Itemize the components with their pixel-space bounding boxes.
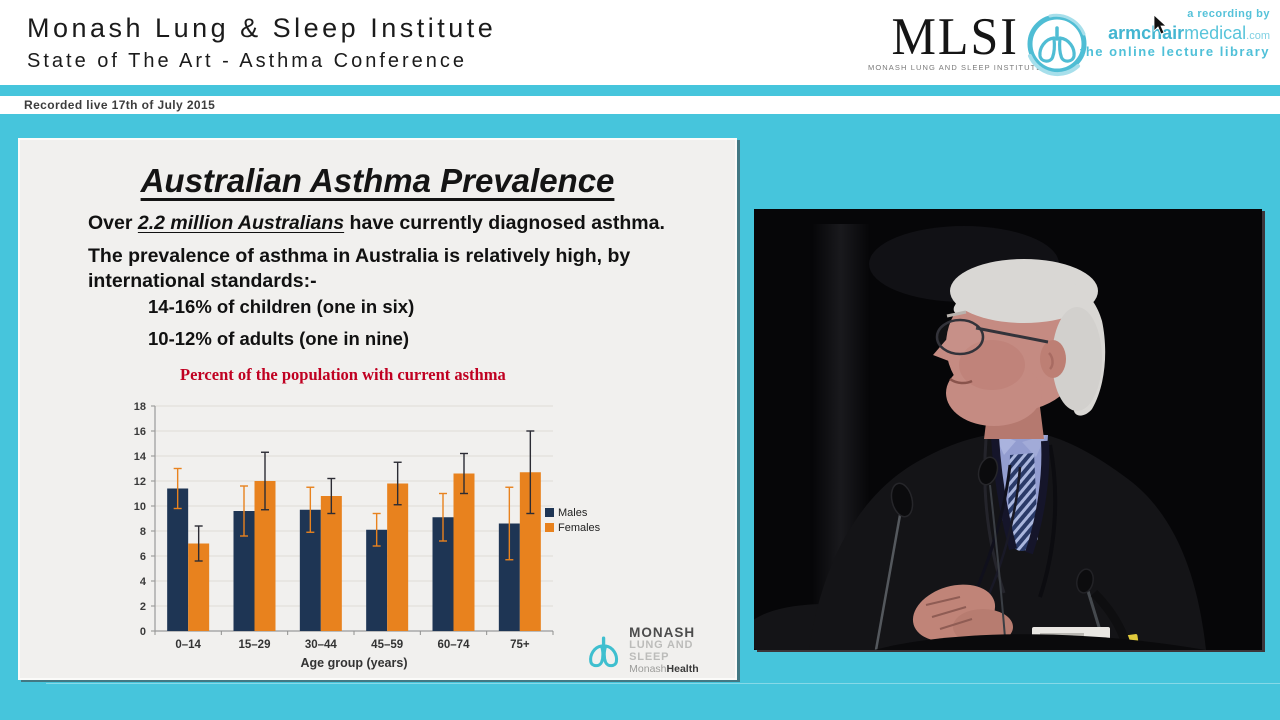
svg-text:2: 2 [140, 601, 146, 613]
mlsi-logo: MLSI MONASH LUNG AND SLEEP INSTITUTE [868, 6, 1043, 72]
presenter-video [754, 209, 1262, 650]
svg-text:0–14: 0–14 [175, 639, 201, 651]
svg-text:10: 10 [134, 501, 146, 513]
svg-text:30–44: 30–44 [305, 639, 338, 651]
svg-text:0: 0 [140, 626, 146, 638]
slide-title: Australian Asthma Prevalence [140, 162, 615, 199]
page-subtitle: State of The Art - Asthma Conference [27, 50, 468, 72]
footer-highlight-line [46, 683, 1280, 684]
lungs-logo-icon [1020, 8, 1094, 87]
svg-text:60–74: 60–74 [438, 639, 471, 651]
svg-text:16: 16 [134, 426, 146, 438]
svg-text:Females: Females [558, 522, 601, 534]
svg-text:15–29: 15–29 [239, 639, 271, 651]
microphone-icon [874, 482, 914, 650]
svg-text:6: 6 [140, 551, 146, 563]
slide-paragraph-2: The prevalence of asthma in Australia is… [88, 245, 631, 292]
svg-text:18: 18 [134, 401, 146, 413]
glasses [935, 318, 1049, 356]
svg-text:4: 4 [140, 576, 147, 588]
svg-text:75+: 75+ [510, 639, 530, 651]
slide-bullet-children: 14-16% of children (one in six) [148, 296, 415, 317]
svg-text:8: 8 [140, 526, 146, 538]
microphone-2-icon [977, 456, 1007, 650]
slide-paragraph-1-emphasis: 2.2 million Australians [137, 212, 345, 234]
recorded-live-label: Recorded live 17th of July 2015 [24, 98, 216, 112]
mouse-cursor-icon [1153, 14, 1168, 35]
svg-text:12: 12 [134, 476, 146, 488]
presentation-slide: Australian Asthma Prevalence Over 2.2 mi… [18, 138, 737, 680]
recorded-live-bar: Recorded live 17th of July 2015 [0, 96, 1280, 114]
presenter-scene [754, 209, 1262, 650]
armchair-tagline-top: a recording by [1187, 8, 1270, 20]
slide-paragraph-1: Over 2.2 million Australians have curren… [88, 212, 665, 234]
tie [1007, 453, 1038, 551]
header-divider-stripe [0, 85, 1280, 96]
slide-bullet-adults: 10-12% of adults (one in nine) [148, 328, 410, 349]
armchair-tagline-bottom: the online lecture library [1080, 44, 1270, 60]
mlsi-wordmark: MLSI [891, 6, 1019, 66]
monash-logo-line3: MonashHealth [629, 663, 699, 676]
mlsi-caption: MONASH LUNG AND SLEEP INSTITUTE [868, 63, 1043, 72]
svg-text:Age group (years): Age group (years) [301, 656, 408, 670]
page-title: Monash Lung & Sleep Institute [27, 13, 497, 43]
monash-logo-line2: LUNG AND SLEEP [629, 639, 694, 663]
svg-text:45–59: 45–59 [371, 639, 403, 651]
armchair-brand: a recording by armchairmedical.com the o… [1080, 8, 1270, 61]
chart-caption: Percent of the population with current a… [180, 365, 506, 384]
lanyard [991, 436, 1017, 551]
monash-health-logo: MONASH LUNG AND SLEEP MonashHealth [583, 625, 735, 676]
prevalence-chart: 0 2 4 6 8 10 12 14 16 18 0–14 15–29 30–44 45–59 60–74 7… [134, 401, 601, 670]
svg-text:Males: Males [558, 507, 588, 519]
lungs-icon [589, 636, 619, 667]
armchair-wordmark: armchairmedical.com [1108, 22, 1270, 43]
monash-logo-line1: MONASH [629, 625, 696, 640]
header-bar: Monash Lung & Sleep Institute State of T… [0, 0, 1280, 85]
svg-text:14: 14 [134, 451, 147, 463]
